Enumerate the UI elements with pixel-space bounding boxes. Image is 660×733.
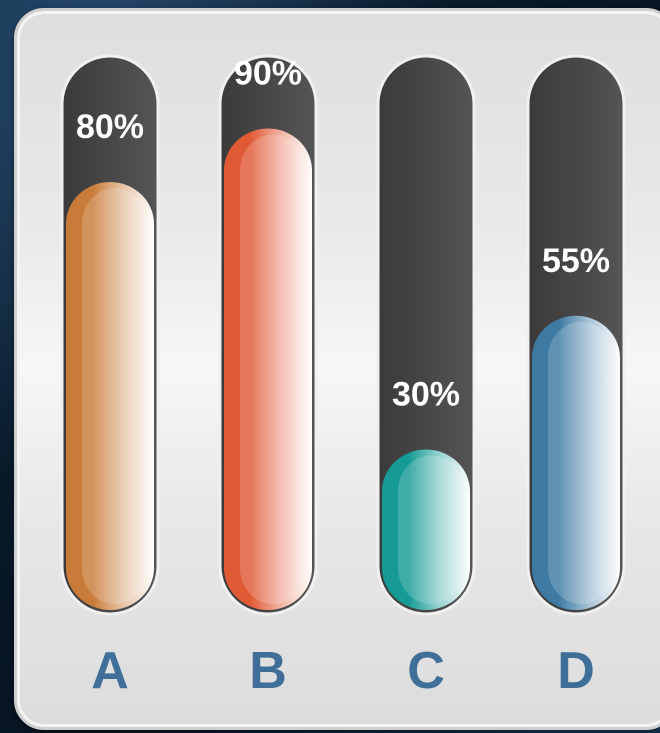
bars bbox=[66, 128, 620, 610]
bar-b bbox=[224, 128, 312, 610]
bar-highlight-a bbox=[82, 188, 148, 604]
category-label-d: D bbox=[557, 642, 595, 700]
bar-d bbox=[532, 315, 620, 610]
value-label-b: 90% bbox=[234, 55, 302, 93]
value-label-a: 80% bbox=[76, 108, 144, 146]
bar-a bbox=[66, 182, 154, 610]
value-label-d: 55% bbox=[542, 242, 610, 280]
bar-c bbox=[382, 449, 470, 610]
bar-highlight-c bbox=[398, 455, 464, 604]
value-label-c: 30% bbox=[392, 376, 460, 414]
category-label-b: B bbox=[249, 642, 287, 700]
bar-highlight-b bbox=[240, 134, 306, 604]
bar-highlight-d bbox=[548, 321, 614, 604]
category-label-c: C bbox=[407, 642, 445, 700]
value-labels: 80% 90% 30% 55% bbox=[76, 55, 610, 414]
category-labels: A B C D bbox=[91, 642, 595, 700]
category-label-a: A bbox=[91, 642, 129, 700]
